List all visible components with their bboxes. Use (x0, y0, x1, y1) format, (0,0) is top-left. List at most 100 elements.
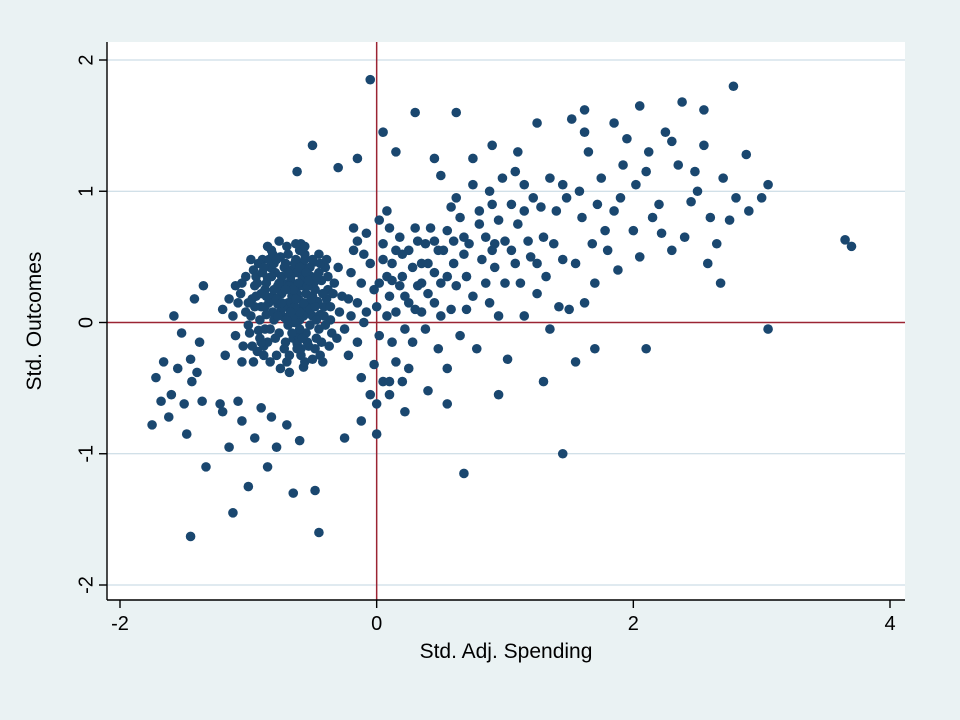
data-point (371, 399, 382, 409)
data-points (147, 74, 857, 542)
data-point (255, 315, 265, 325)
data-point (692, 186, 703, 197)
data-point (189, 294, 200, 304)
data-point (332, 333, 342, 344)
data-point (618, 160, 628, 170)
data-point (324, 341, 334, 351)
data-point (699, 105, 709, 115)
data-point (187, 376, 197, 387)
data-point (397, 376, 408, 387)
data-point (731, 193, 741, 203)
data-point (215, 399, 225, 409)
data-point (487, 140, 497, 151)
data-point (262, 462, 273, 472)
data-point (602, 245, 613, 256)
data-point (346, 311, 356, 321)
data-point (493, 389, 504, 400)
data-point (217, 304, 228, 315)
data-point (352, 236, 363, 246)
data-point (387, 337, 397, 347)
data-point (228, 311, 238, 321)
data-point (744, 206, 754, 216)
data-point (397, 271, 408, 282)
data-point (609, 118, 619, 128)
data-point (282, 420, 292, 430)
data-point (176, 328, 187, 338)
data-point (846, 241, 857, 252)
data-point (291, 294, 301, 304)
data-point (561, 193, 572, 203)
data-point (609, 206, 619, 216)
data-point (446, 304, 456, 315)
data-point (371, 429, 382, 439)
data-point (283, 267, 293, 278)
data-point (374, 215, 385, 225)
data-point (566, 114, 577, 124)
data-point (384, 223, 395, 233)
data-point (307, 140, 318, 151)
data-point (545, 173, 555, 183)
data-point (348, 223, 359, 233)
data-point (287, 328, 297, 338)
data-point (315, 350, 326, 361)
data-point (224, 294, 234, 304)
data-point (292, 166, 302, 177)
data-point (284, 367, 295, 378)
data-point (356, 278, 367, 288)
data-point (359, 249, 369, 260)
data-point (461, 271, 472, 282)
data-point (548, 238, 559, 249)
data-point (288, 284, 299, 295)
data-point (412, 280, 423, 291)
data-point (151, 372, 161, 383)
x-axis: -2 0 2 4 (111, 600, 896, 635)
data-point (307, 254, 318, 265)
data-point (269, 284, 279, 295)
data-point (615, 193, 626, 203)
data-point (686, 196, 696, 207)
data-point (237, 357, 247, 367)
data-point (339, 433, 350, 443)
data-point (387, 275, 397, 286)
data-point (283, 249, 293, 260)
data-point (147, 420, 157, 430)
data-point (303, 275, 314, 286)
data-point (510, 258, 521, 269)
data-point (343, 350, 354, 361)
x-tick-label: 4 (884, 613, 895, 635)
data-point (266, 412, 277, 422)
data-point (510, 166, 521, 177)
data-point (400, 324, 410, 334)
data-point (359, 317, 369, 328)
data-point (536, 202, 546, 212)
data-point (192, 367, 202, 378)
data-point (181, 429, 192, 439)
data-point (369, 359, 379, 370)
data-point (261, 278, 272, 288)
data-point (448, 236, 459, 246)
data-point (251, 291, 261, 302)
y-tick-label: 0 (75, 317, 97, 328)
data-point (387, 258, 397, 269)
data-point (557, 448, 568, 459)
data-point (711, 238, 722, 249)
data-point (420, 238, 431, 249)
data-point (577, 212, 587, 223)
data-point (579, 298, 590, 308)
data-point (249, 433, 260, 443)
data-point (763, 179, 773, 190)
data-point (235, 288, 246, 299)
data-point (300, 241, 310, 252)
data-point (487, 199, 497, 210)
data-point (673, 160, 684, 170)
data-point (500, 278, 510, 288)
data-point (179, 399, 189, 409)
data-point (300, 254, 310, 265)
data-point (590, 278, 600, 288)
data-point (429, 153, 440, 164)
data-point (282, 241, 292, 252)
data-point (352, 337, 363, 347)
data-point (356, 372, 367, 383)
data-point (265, 357, 275, 367)
data-point (333, 262, 343, 273)
